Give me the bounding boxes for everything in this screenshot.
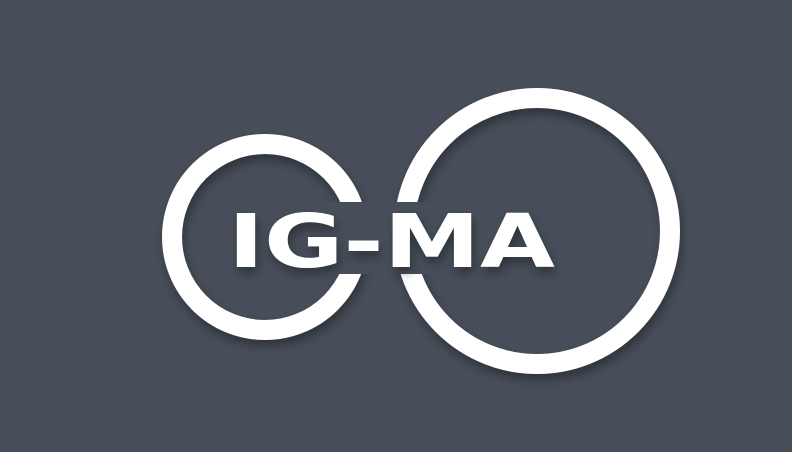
logo-text: IG-MA [228, 199, 555, 285]
text-backdrop [212, 202, 564, 274]
